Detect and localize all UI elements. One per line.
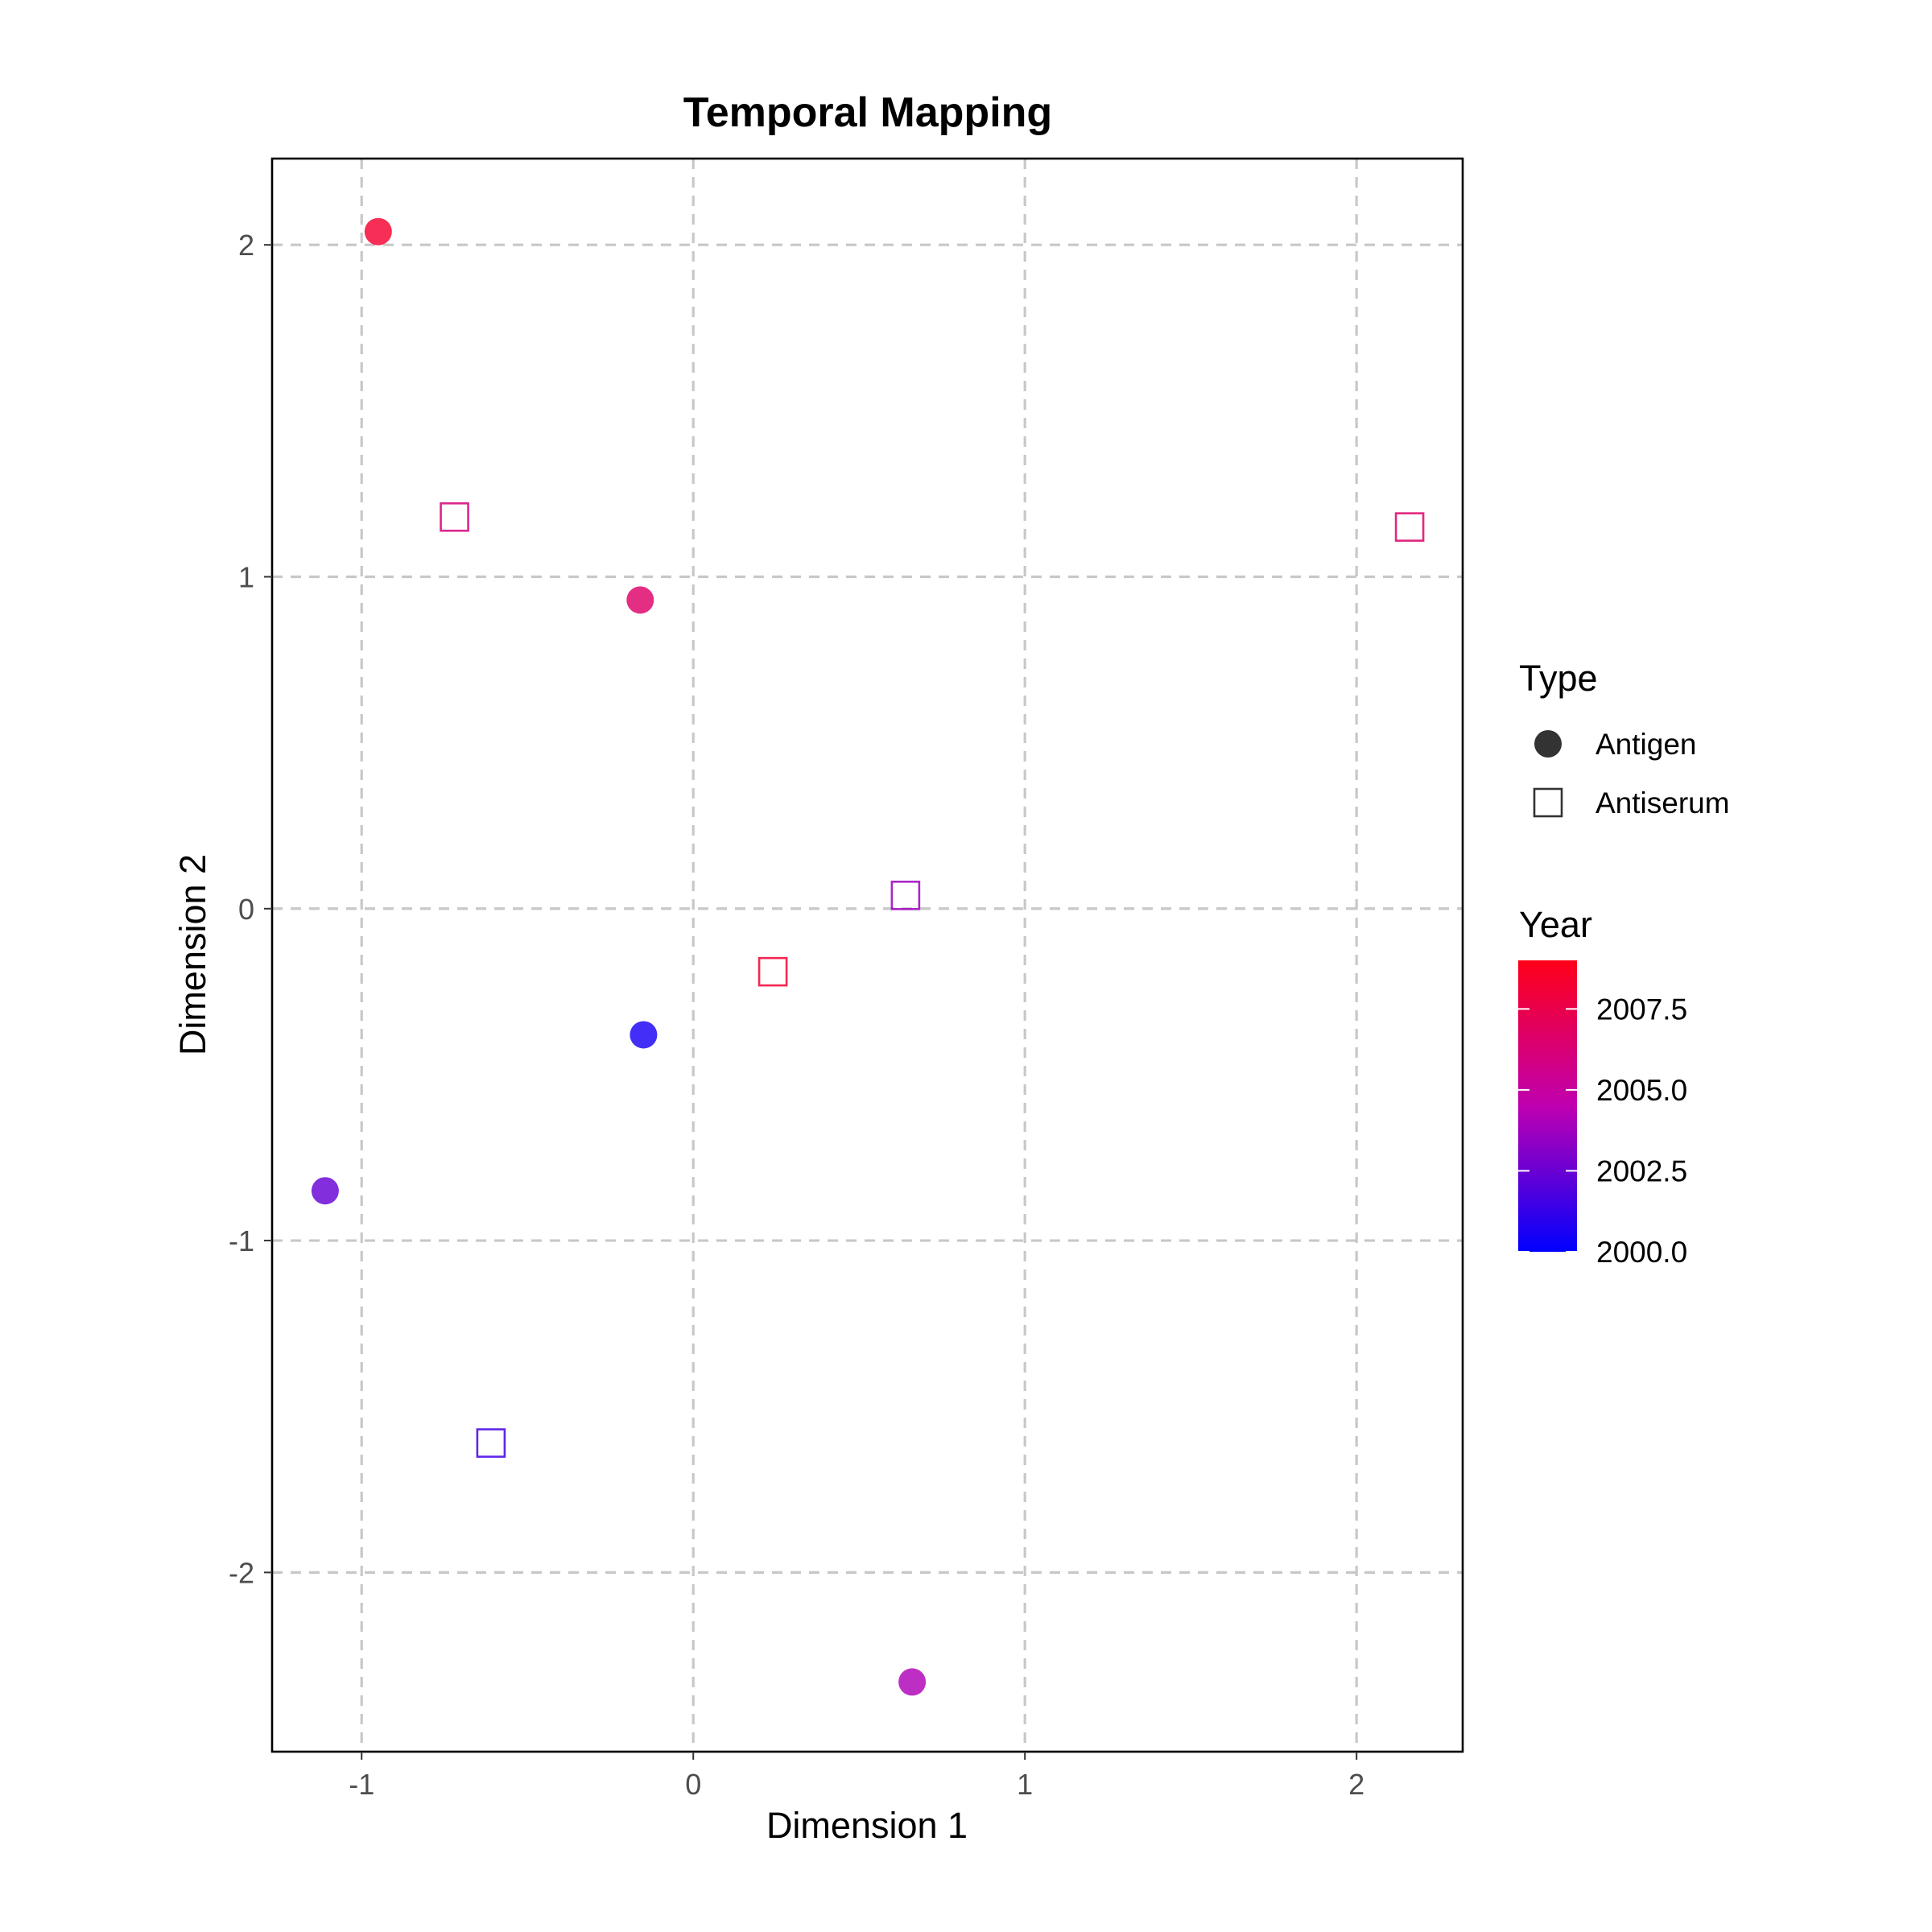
y-axis-title: Dimension 2 [172,854,213,1055]
x-tick-label: 2 [1348,1768,1364,1801]
antiserum-point [890,880,921,910]
antigen-point [630,1021,658,1049]
legend-type-title: Type [1519,658,1598,699]
colorbar-tick-label: 2005.0 [1596,1074,1687,1107]
plot-panel [270,157,1464,1753]
colorbar-tick-label: 2002.5 [1596,1154,1687,1187]
colorbar-ticks: 2000.0 2002.5 2005.0 2007.5 [1518,993,1687,1269]
legend: Type Antigen Antiserum Year 2000.0 2002.5… [1518,658,1730,1269]
y-tick-label: -2 [229,1556,254,1589]
antiserum-point [758,956,788,987]
antiserum-point [1394,512,1425,542]
legend-antigen-marker [1534,730,1562,758]
data-points [311,217,1425,1696]
legend-year-title: Year [1519,904,1592,945]
legend-antiserum-label: Antiserum [1596,786,1730,819]
colorbar-tick-label: 2000.0 [1596,1236,1687,1269]
antigen-point [626,586,654,614]
year-colorbar [1518,960,1577,1252]
y-tick-label: 2 [238,229,254,262]
y-tick-label: 0 [238,893,254,926]
antiserum-point [476,1428,506,1458]
axis-ticks: -1 0 1 2 -2 -1 0 1 2 [229,229,1364,1801]
antiserum-point [440,502,469,532]
legend-antigen-label: Antigen [1596,728,1697,761]
x-tick-label: 0 [685,1768,701,1801]
x-axis-title: Dimension 1 [766,1805,968,1846]
legend-antiserum-marker [1533,787,1563,818]
colorbar-tick-label: 2007.5 [1596,993,1687,1026]
y-tick-label: 1 [238,560,254,593]
antigen-point [364,217,392,246]
antigen-point [311,1177,339,1205]
x-tick-label: -1 [349,1768,374,1801]
grid-lines [272,159,1463,1752]
x-tick-label: 1 [1017,1768,1033,1801]
chart-title: Temporal Mapping [683,89,1052,136]
antigen-point [898,1668,927,1696]
y-tick-label: -1 [229,1224,254,1257]
